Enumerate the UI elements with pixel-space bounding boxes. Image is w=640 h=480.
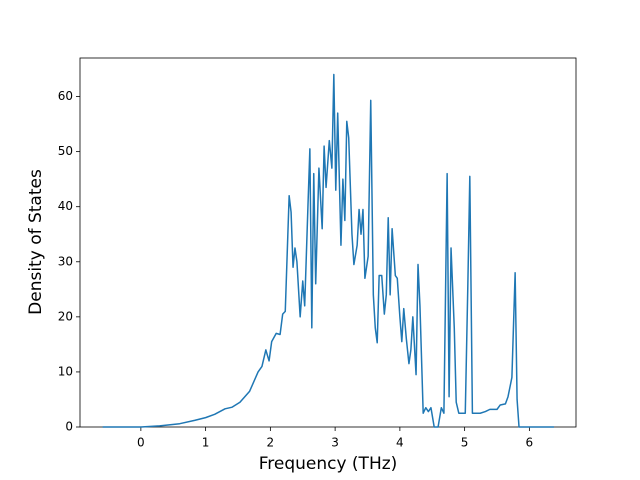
x-tick-label: 1 xyxy=(202,436,210,450)
y-tick-label: 50 xyxy=(58,144,73,158)
y-tick-label: 40 xyxy=(58,199,73,213)
y-tick-label: 10 xyxy=(58,364,73,378)
x-tick-label: 5 xyxy=(461,436,469,450)
x-tick-label: 0 xyxy=(137,436,145,450)
data-line xyxy=(102,73,554,428)
x-axis-label: Frequency (THz) xyxy=(259,454,398,474)
y-tick-label: 20 xyxy=(58,309,73,323)
x-tick-label: 4 xyxy=(396,436,404,450)
y-tick-label: 60 xyxy=(58,89,73,103)
x-tick-label: 3 xyxy=(331,436,339,450)
axes-frame xyxy=(79,57,577,428)
y-tick-label: 30 xyxy=(58,254,73,268)
y-tick-label: 0 xyxy=(65,420,73,434)
x-tick-label: 2 xyxy=(267,436,275,450)
x-tick-label: 6 xyxy=(526,436,534,450)
y-axis-label: Density of States xyxy=(26,169,46,315)
